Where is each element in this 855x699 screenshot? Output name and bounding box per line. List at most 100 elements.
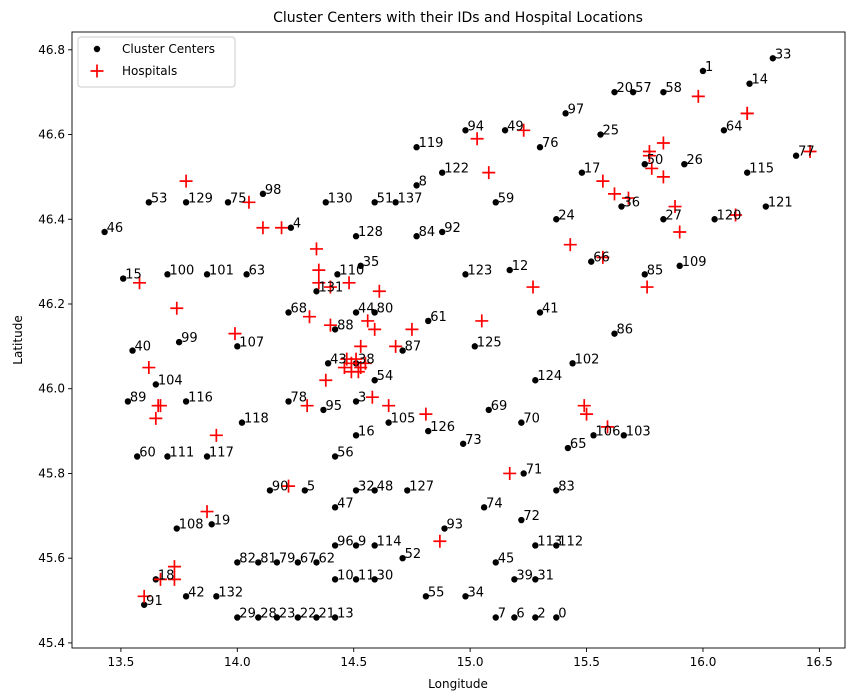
cluster-id-label: 28 [260, 606, 277, 621]
y-tick-label: 46.2 [38, 297, 65, 311]
hospital-point [577, 399, 591, 413]
cluster-center-point [371, 542, 378, 549]
hospital-point [419, 407, 433, 421]
hospital-point [242, 195, 256, 209]
hospital-point [365, 390, 379, 404]
cluster-id-label: 69 [491, 399, 508, 414]
cluster-id-label: 8 [419, 174, 427, 189]
hospital-point [167, 572, 181, 586]
cluster-id-label: 45 [498, 551, 515, 566]
cluster-center-point [285, 398, 292, 405]
cluster-id-label: 115 [749, 162, 774, 177]
cluster-id-label: 39 [516, 568, 533, 583]
cluster-id-label: 34 [467, 585, 484, 600]
cluster-id-label: 81 [260, 551, 277, 566]
cluster-id-label: 26 [686, 153, 703, 168]
cluster-center-point [720, 127, 728, 134]
hospital-point [729, 208, 743, 222]
cluster-center-point [711, 216, 718, 223]
cluster-center-point [213, 593, 220, 600]
cluster-id-label: 125 [477, 335, 502, 350]
hospital-point [200, 505, 214, 519]
y-tick-label: 46.6 [38, 128, 65, 142]
cluster-center-point [152, 381, 160, 388]
cluster-center-point [287, 224, 295, 231]
y-tick-label: 46.8 [38, 43, 65, 57]
hospital-point [323, 318, 337, 332]
cluster-center-point [101, 228, 108, 236]
cluster-id-label: 124 [537, 369, 562, 384]
x-tick-label: 16.0 [690, 655, 717, 669]
cluster-id-label: 23 [279, 606, 296, 621]
hospital-point [596, 250, 610, 264]
cluster-center-point [182, 398, 190, 405]
hospital-point [563, 238, 577, 252]
cluster-center-point [234, 559, 241, 566]
cluster-id-label: 95 [325, 399, 342, 414]
cluster-center-point [352, 309, 360, 316]
cluster-center-point [133, 453, 141, 460]
hospital-point [517, 123, 531, 137]
hospital-point [228, 327, 242, 341]
cluster-center-point [569, 360, 576, 367]
cluster-center-point [224, 199, 232, 206]
hospital-point [170, 301, 184, 315]
cluster-center-point [208, 521, 215, 528]
cluster-id-label: 2 [537, 606, 545, 621]
cluster-id-label: 54 [377, 369, 394, 384]
hospital-point [312, 263, 326, 277]
cluster-center-point [439, 169, 446, 176]
cluster-center-point [492, 559, 499, 566]
hospital-point [349, 352, 363, 366]
x-axis-label: Longitude [428, 677, 488, 691]
hospital-point [596, 174, 610, 188]
hospital-point [740, 106, 754, 120]
hospital-point [621, 191, 635, 205]
cluster-id-label: 78 [291, 390, 308, 405]
cluster-center-point [553, 614, 560, 621]
hospital-point [642, 149, 656, 163]
cluster-center-point [501, 127, 509, 134]
hospital-point [405, 322, 419, 336]
cluster-id-label: 99 [181, 331, 198, 346]
legend-box [77, 36, 236, 88]
cluster-id-label: 107 [239, 335, 264, 350]
cluster-id-label: 77 [798, 145, 815, 160]
hospital-point [149, 411, 163, 425]
cluster-id-label: 60 [139, 446, 156, 461]
hospital-point [640, 280, 654, 294]
cluster-id-label: 57 [635, 81, 652, 96]
cluster-center-point [399, 554, 406, 562]
chart-title: Cluster Centers with their IDs and Hospi… [273, 10, 643, 26]
cluster-id-label: 84 [419, 225, 436, 240]
cluster-id-label: 14 [752, 73, 769, 88]
cluster-id-label: 46 [107, 221, 124, 236]
cluster-center-point [641, 271, 648, 278]
hospital-point [503, 466, 517, 480]
hospital-point [312, 276, 326, 290]
hospital-point [153, 399, 167, 413]
legend-hospital-label: Hospitals [122, 64, 177, 78]
cluster-center-point [273, 614, 281, 621]
cluster-id-label: 59 [498, 191, 515, 206]
cluster-id-label: 79 [279, 551, 296, 566]
cluster-id-label: 123 [467, 263, 492, 278]
cluster-center-point [331, 453, 339, 460]
cluster-id-label: 67 [300, 551, 317, 566]
cluster-center-point [371, 199, 378, 206]
cluster-id-label: 12 [512, 259, 529, 274]
cluster-id-label: 131 [318, 280, 343, 295]
hospital-point [656, 170, 670, 184]
cluster-id-label: 116 [188, 390, 213, 405]
cluster-center-point [357, 262, 364, 270]
cluster-center-point [492, 614, 499, 621]
cluster-id-label: 41 [542, 301, 559, 316]
cluster-id-label: 44 [358, 301, 375, 316]
cluster-center-point [413, 233, 420, 240]
cluster-id-label: 10 [337, 568, 354, 583]
cluster-center-point [352, 233, 360, 240]
cluster-center-point [203, 453, 211, 460]
cluster-id-label: 55 [428, 585, 445, 600]
hospital-point [282, 479, 296, 493]
